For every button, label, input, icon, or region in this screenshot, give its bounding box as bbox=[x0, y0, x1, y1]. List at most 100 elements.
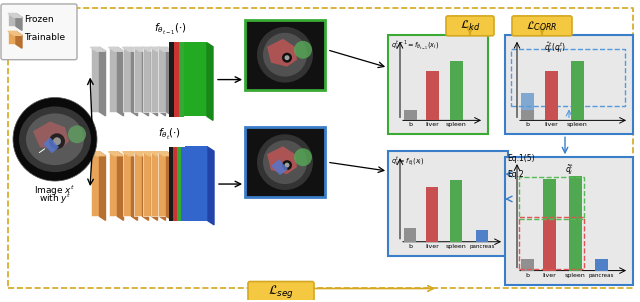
Bar bbox=[179, 42, 184, 117]
Bar bbox=[169, 42, 174, 117]
Polygon shape bbox=[99, 152, 106, 220]
Bar bbox=[134, 152, 143, 216]
Polygon shape bbox=[109, 47, 124, 51]
Polygon shape bbox=[159, 47, 166, 116]
Polygon shape bbox=[131, 47, 138, 116]
Bar bbox=[90, 47, 99, 112]
Bar bbox=[404, 111, 417, 120]
Bar bbox=[521, 92, 534, 111]
Bar bbox=[8, 13, 16, 26]
Circle shape bbox=[294, 41, 312, 59]
Circle shape bbox=[263, 140, 307, 184]
Polygon shape bbox=[207, 43, 213, 120]
Bar bbox=[169, 147, 173, 221]
Circle shape bbox=[282, 53, 292, 63]
Polygon shape bbox=[99, 47, 106, 116]
Text: $q_i^{t} = f_{\theta_t}(x_i)$: $q_i^{t} = f_{\theta_t}(x_i)$ bbox=[391, 155, 424, 168]
Polygon shape bbox=[90, 47, 106, 51]
Circle shape bbox=[294, 148, 312, 166]
Text: Trainable: Trainable bbox=[24, 33, 65, 42]
Polygon shape bbox=[8, 31, 22, 35]
Bar bbox=[177, 147, 181, 221]
Polygon shape bbox=[150, 152, 166, 156]
Bar bbox=[134, 47, 143, 112]
Bar bbox=[545, 71, 558, 120]
Bar bbox=[595, 259, 608, 271]
Polygon shape bbox=[150, 47, 166, 51]
Bar bbox=[426, 187, 438, 242]
Polygon shape bbox=[118, 152, 124, 220]
FancyBboxPatch shape bbox=[512, 16, 572, 36]
Text: with $y^t$: with $y^t$ bbox=[39, 192, 71, 206]
Bar bbox=[143, 152, 152, 216]
Text: Frozen: Frozen bbox=[24, 15, 54, 24]
Text: b: b bbox=[408, 244, 412, 249]
Bar bbox=[388, 35, 488, 134]
Polygon shape bbox=[267, 146, 297, 174]
Text: spleen: spleen bbox=[566, 122, 588, 127]
Bar bbox=[426, 71, 439, 120]
Bar bbox=[157, 47, 166, 112]
Circle shape bbox=[49, 133, 65, 149]
Bar bbox=[404, 228, 416, 242]
Text: pancreas: pancreas bbox=[469, 244, 495, 249]
Text: liver: liver bbox=[542, 273, 556, 278]
Bar bbox=[519, 177, 584, 219]
Bar bbox=[184, 42, 207, 116]
Polygon shape bbox=[43, 137, 59, 153]
Polygon shape bbox=[166, 152, 173, 220]
Ellipse shape bbox=[26, 114, 84, 165]
Bar bbox=[174, 42, 179, 117]
Bar bbox=[543, 179, 556, 219]
Bar bbox=[388, 151, 508, 256]
Text: Eq.2: Eq.2 bbox=[507, 170, 524, 179]
Circle shape bbox=[285, 163, 289, 168]
Text: b: b bbox=[408, 122, 412, 127]
Text: $\mathcal{L}_{seg}$: $\mathcal{L}_{seg}$ bbox=[268, 283, 294, 300]
Bar bbox=[569, 176, 582, 271]
Polygon shape bbox=[143, 47, 148, 116]
Bar bbox=[521, 111, 534, 120]
Polygon shape bbox=[16, 13, 22, 30]
Polygon shape bbox=[152, 152, 157, 220]
Bar bbox=[109, 47, 118, 112]
Polygon shape bbox=[271, 159, 288, 175]
Text: b: b bbox=[525, 122, 529, 127]
Bar bbox=[476, 230, 488, 242]
Text: pancreas: pancreas bbox=[588, 273, 614, 278]
Circle shape bbox=[53, 137, 61, 145]
Text: spleen: spleen bbox=[564, 273, 586, 278]
Circle shape bbox=[282, 160, 292, 170]
Circle shape bbox=[285, 55, 289, 60]
Bar bbox=[245, 127, 325, 197]
Bar bbox=[150, 47, 159, 112]
Bar bbox=[505, 35, 633, 134]
Polygon shape bbox=[143, 47, 157, 51]
Bar bbox=[157, 152, 166, 216]
FancyBboxPatch shape bbox=[1, 4, 77, 60]
Text: $q_i^{t-1} = f_{\theta_{t-1}}(x_i)$: $q_i^{t-1} = f_{\theta_{t-1}}(x_i)$ bbox=[391, 39, 439, 52]
Polygon shape bbox=[122, 152, 138, 156]
Text: $f_{\theta_{t-1}}(\cdot)$: $f_{\theta_{t-1}}(\cdot)$ bbox=[154, 22, 186, 37]
Bar bbox=[90, 152, 99, 216]
Bar bbox=[511, 49, 625, 106]
Polygon shape bbox=[143, 152, 157, 156]
Text: liver: liver bbox=[425, 122, 439, 127]
Circle shape bbox=[13, 98, 97, 181]
Polygon shape bbox=[134, 47, 148, 51]
Bar bbox=[150, 152, 159, 216]
Text: spleen: spleen bbox=[445, 122, 467, 127]
Text: $\mathcal{L}_{CORR}$: $\mathcal{L}_{CORR}$ bbox=[526, 19, 557, 33]
Bar bbox=[143, 47, 152, 112]
Text: $\mathcal{L}_{kd}$: $\mathcal{L}_{kd}$ bbox=[460, 19, 480, 33]
Circle shape bbox=[68, 125, 86, 143]
Bar bbox=[505, 157, 633, 284]
Polygon shape bbox=[157, 47, 173, 51]
Bar bbox=[122, 152, 131, 216]
FancyBboxPatch shape bbox=[248, 281, 314, 301]
Bar bbox=[521, 259, 534, 271]
Polygon shape bbox=[166, 47, 173, 116]
Text: liver: liver bbox=[544, 122, 558, 127]
Bar bbox=[519, 217, 584, 268]
Circle shape bbox=[257, 27, 313, 82]
